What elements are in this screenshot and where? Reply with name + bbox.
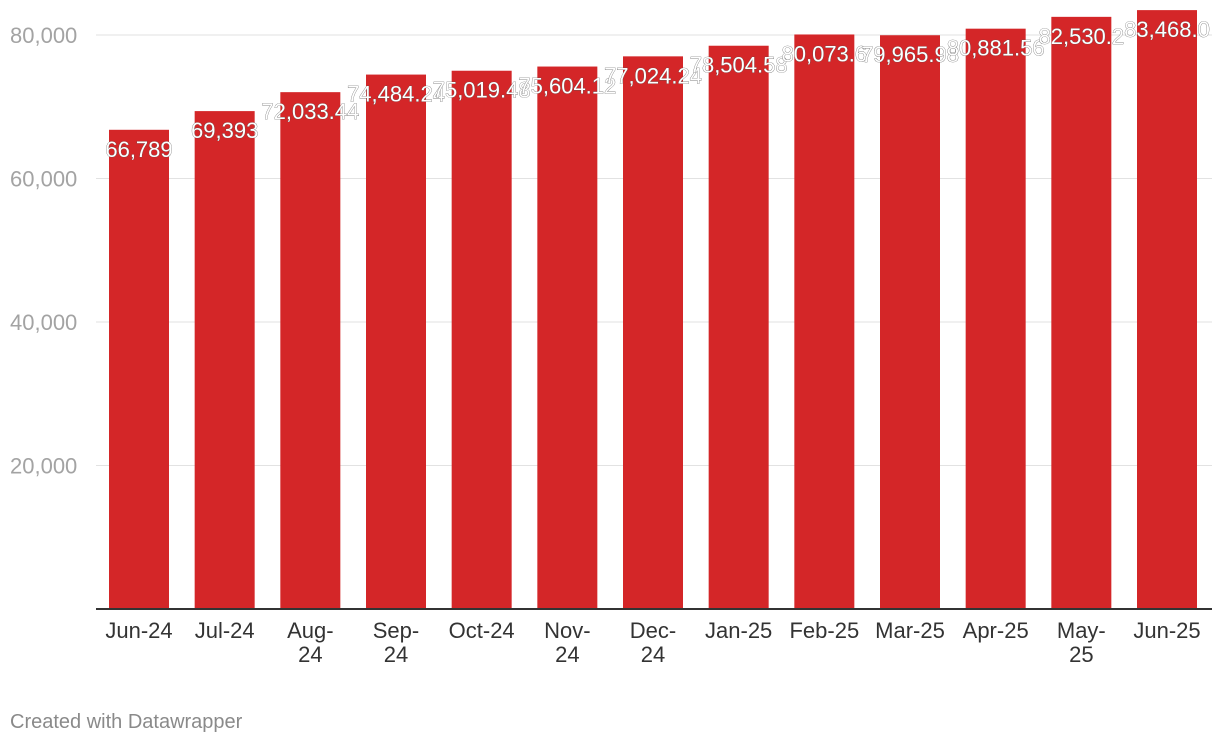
y-tick-label: 20,000	[10, 454, 77, 479]
x-tick-label: Apr-25	[963, 618, 1029, 643]
data-labels: 66,78969,39372,033.4474,484.2475,019.487…	[105, 17, 1210, 162]
x-tick-label: Aug-24	[287, 618, 333, 667]
data-label: 75,019.48	[433, 78, 531, 103]
data-label: 80,881.56	[947, 36, 1045, 61]
bar	[965, 28, 1026, 610]
x-tick-label: Nov-24	[544, 618, 590, 667]
data-label: 80,073.6	[782, 41, 868, 66]
footer-credit: Created with Datawrapper	[10, 711, 243, 733]
x-tick-label: Mar-25	[875, 618, 945, 643]
x-axis-labels: Jun-24 Jul-24 Aug-24 Sep-24 Oct-24 Nov-24 Dec-…	[105, 618, 1200, 667]
data-label: 82,530.2	[1039, 24, 1125, 49]
bar	[280, 92, 341, 610]
data-label: 83,468.0	[1124, 17, 1210, 42]
bar	[451, 70, 512, 609]
data-label: 79,965.98	[861, 42, 959, 67]
data-label: 77,024.24	[604, 63, 702, 88]
x-tick-label: Jan-25	[705, 618, 772, 643]
x-tick-label: Jun-25	[1133, 618, 1200, 643]
bar	[109, 129, 169, 609]
bars	[109, 10, 1197, 610]
bar	[794, 34, 855, 609]
bar	[1137, 10, 1197, 609]
data-label: 75,604.12	[518, 74, 616, 99]
data-label: 66,789	[105, 137, 172, 162]
x-tick-label: Feb-25	[789, 618, 859, 643]
x-tick-label: Sep-24	[373, 618, 419, 667]
y-tick-label: 80,000	[10, 23, 77, 48]
bar	[708, 45, 769, 610]
bar	[537, 66, 598, 610]
data-label: 74,484.24	[347, 82, 445, 107]
x-tick-label: May-25	[1057, 618, 1106, 667]
x-tick-label: Oct-24	[449, 618, 515, 643]
bar	[194, 111, 255, 609]
bar	[366, 74, 426, 610]
data-label: 72,033.44	[261, 99, 359, 124]
x-tick-label: Jun-24	[105, 618, 172, 643]
bar	[1051, 16, 1112, 609]
y-tick-label: 60,000	[10, 167, 77, 192]
bar	[880, 35, 940, 610]
data-label: 78,504.58	[690, 53, 788, 78]
x-tick-label: Dec-24	[630, 618, 676, 667]
x-tick-label: Jul-24	[195, 618, 255, 643]
y-axis-labels: 20,000 40,000 60,000 80,000	[10, 23, 77, 479]
bar	[623, 56, 683, 610]
y-tick-label: 40,000	[10, 310, 77, 335]
bar-chart: 20,000 40,000 60,000 80,000 Jun-24 Jul-24 Aug…	[10, 10, 1212, 667]
data-label: 69,393	[191, 118, 258, 143]
